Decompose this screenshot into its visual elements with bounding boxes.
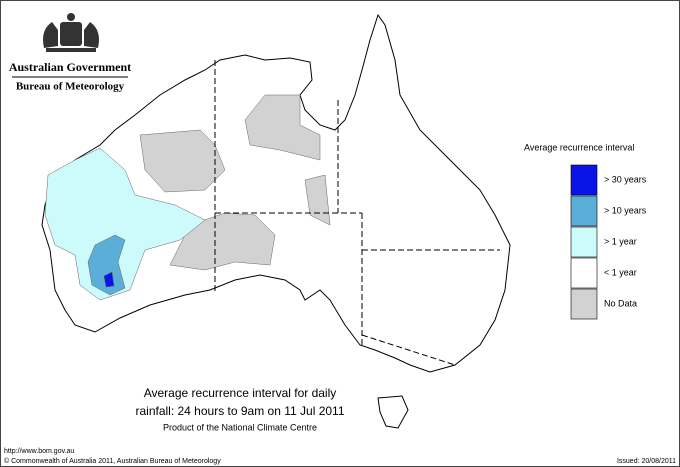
legend-label: No Data xyxy=(604,298,637,308)
legend-swatch xyxy=(570,257,598,289)
agency: Australian Government xyxy=(9,60,131,74)
no-data-region xyxy=(244,94,321,161)
gt-10-years-region xyxy=(87,234,126,296)
legend-label: > 10 years xyxy=(604,205,647,215)
gt-1-year-region xyxy=(44,147,206,301)
issued: Issued: 20/08/2011 xyxy=(617,458,676,465)
caption-line: rainfall: 24 hours to 9am on 11 Jul 2011 xyxy=(135,404,344,418)
url: http://www.bom.gov.au xyxy=(4,448,74,455)
legend-label: < 1 year xyxy=(604,267,637,277)
legend-label: > 1 year xyxy=(604,236,637,246)
legend-swatch xyxy=(570,226,598,258)
legend-label: > 30 years xyxy=(604,174,647,184)
state-borders xyxy=(214,60,500,366)
legend-title: Average recurrence interval xyxy=(524,142,634,152)
tasmania xyxy=(377,395,409,429)
caption-line: Average recurrence interval for daily xyxy=(144,386,337,400)
bureau: Bureau of Meteorology xyxy=(16,81,125,93)
caption-line: Product of the National Climate Centre xyxy=(163,422,317,432)
legend-swatch xyxy=(570,195,598,227)
legend: > 30 years > 10 years > 1 year < 1 year No D… xyxy=(570,164,647,320)
legend-swatch xyxy=(570,288,598,320)
copyright: © Commonwealth of Australia 2011, Austra… xyxy=(4,457,221,465)
gt-30-years-region xyxy=(103,271,115,288)
mainland xyxy=(41,13,511,373)
legend-swatch xyxy=(570,164,598,196)
crest xyxy=(43,13,99,52)
